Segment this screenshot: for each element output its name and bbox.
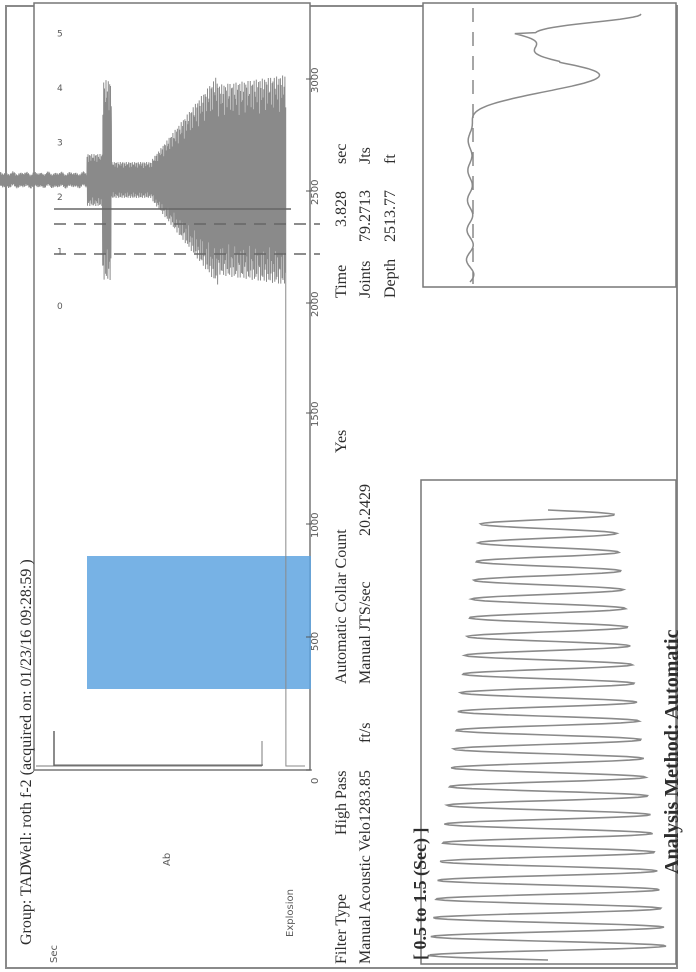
parameter-block: Filter Type High Pass Manual Acoustic Ve… (333, 144, 399, 964)
analysis-method: Analysis Method: Automatic (661, 629, 683, 874)
joint-tick-label: 1500 (310, 402, 321, 427)
inset-trace (465, 13, 642, 283)
depth-label: Depth (382, 259, 399, 298)
time-tick-label: 1 (57, 248, 63, 258)
filter-type-value: High Pass (333, 771, 350, 835)
main-plot: 0 1 2 3 4 5 0 500 1000 1500 2000 2500 3000 Sec Ab E… (0, 2, 321, 963)
well-label: Well: roth f-2 (acquired on: 01/23/16 09… (18, 559, 35, 866)
time-unit: sec (333, 144, 350, 164)
joint-tick-label: 2500 (310, 180, 321, 205)
time-label: Time (333, 265, 350, 298)
filter-type-label: Filter Type (333, 894, 350, 964)
collar-count-label: Automatic Collar Count (333, 529, 350, 684)
zoomed-trace (427, 509, 667, 961)
joint-tick-label: 1000 (310, 513, 321, 538)
time-tick-label: 5 (57, 30, 63, 40)
explosion-label: Explosion (285, 889, 296, 937)
time-window-label: [ 0.5 to 1.5 (Sec) ] (410, 828, 431, 960)
joints-value: 79.2713 (357, 190, 374, 242)
joint-tick-label: 2000 (310, 292, 321, 317)
joint-tick-label: 3000 (310, 68, 321, 93)
depth-value: 2513.77 (382, 190, 399, 242)
page-border (5, 5, 678, 969)
sec-label: Sec (49, 945, 60, 963)
velocity-unit: ft/s (357, 723, 374, 743)
time-value: 3.828 (333, 191, 350, 227)
ab-label: Ab (162, 853, 173, 866)
joint-tick-label: 0 (310, 778, 321, 784)
time-axis: 0 1 2 3 4 5 (57, 30, 63, 313)
time-tick-label: 0 (57, 302, 63, 312)
inset-plot-frame (422, 2, 677, 288)
joints-axis: 0 500 1000 1500 2000 2500 3000 (306, 68, 321, 784)
inset-plot (422, 2, 677, 288)
joints-label: Joints (357, 261, 374, 298)
velocity-label: Manual Acoustic Velo1283.85 (357, 770, 374, 964)
jts-value: 20.2429 (357, 484, 374, 536)
highlight-window (87, 556, 311, 689)
time-tick-label: 4 (57, 84, 63, 94)
group-label: Group: TAD (18, 864, 35, 945)
joints-unit: Jts (357, 147, 374, 164)
main-acoustic-trace (0, 75, 305, 767)
zoomed-window: [ 0.5 to 1.5 (Sec) ] (410, 479, 677, 965)
time-tick-label: 2 (57, 193, 63, 203)
depth-unit: ft (382, 154, 399, 164)
header: Group: TAD Well: roth f-2 (acquired on: … (18, 559, 35, 945)
time-tick-label: 3 (57, 139, 63, 149)
joint-tick-label: 500 (310, 632, 321, 651)
jts-label: Manual JTS/sec (357, 581, 374, 684)
collar-count-value: Yes (333, 430, 350, 453)
